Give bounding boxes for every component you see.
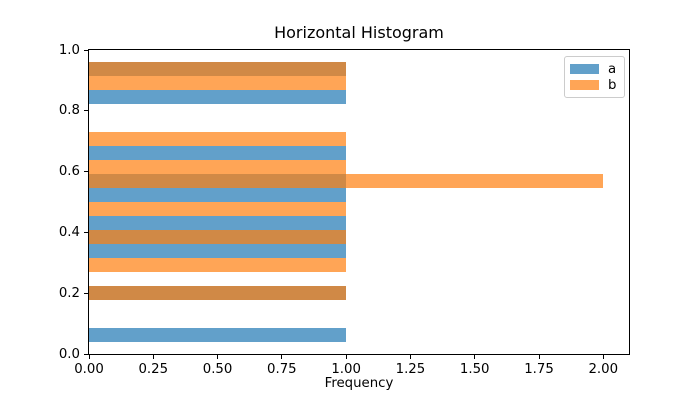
- y-tick-mark: [84, 171, 88, 173]
- legend-entry-a: a: [570, 61, 618, 77]
- x-axis-label: Frequency: [324, 376, 394, 391]
- x-tick-mark: [345, 355, 347, 359]
- histogram-bar-b: [89, 202, 347, 216]
- histogram-bar-a: [89, 188, 347, 202]
- legend-swatch-b: [570, 80, 599, 90]
- histogram-bar-a: [89, 90, 347, 105]
- histogram-bar-b: [89, 160, 347, 175]
- x-tick-label: 1.75: [524, 362, 554, 377]
- x-tick-mark: [538, 355, 540, 359]
- x-tick-label: 0.00: [74, 362, 104, 377]
- x-tick-mark: [217, 355, 219, 359]
- histogram-bar-a: [89, 146, 347, 161]
- y-tick-mark: [84, 353, 88, 355]
- x-tick-mark: [602, 355, 604, 359]
- plot-area: [88, 49, 630, 355]
- y-tick-label: 0.0: [58, 346, 80, 362]
- legend-label-b: b: [608, 77, 617, 93]
- x-tick-label: 0.50: [202, 362, 233, 377]
- x-tick-mark: [88, 355, 90, 359]
- y-tick-label: 0.4: [58, 224, 80, 240]
- legend-swatch-a: [570, 64, 599, 74]
- x-tick-label: 1.50: [459, 362, 490, 377]
- histogram-bar-b: [89, 174, 604, 188]
- legend-entry-b: b: [570, 77, 618, 93]
- x-tick-mark: [152, 355, 154, 359]
- histogram-bar-b: [89, 229, 347, 244]
- x-tick-mark: [474, 355, 476, 359]
- y-tick-mark: [84, 110, 88, 112]
- histogram-bar-a: [89, 243, 347, 258]
- x-tick-label: 0.25: [138, 362, 169, 377]
- histogram-bar-b: [89, 132, 347, 147]
- x-tick-label: 0.75: [267, 362, 297, 377]
- x-tick-mark: [409, 355, 411, 359]
- y-tick-label: 0.8: [58, 103, 80, 119]
- legend-label-a: a: [608, 61, 617, 77]
- chart-title: Horizontal Histogram: [274, 23, 444, 42]
- histogram-bar-b: [89, 257, 347, 272]
- histogram-bar-a: [89, 215, 347, 230]
- y-tick-label: 1.0: [58, 42, 80, 58]
- x-tick-label: 1.25: [395, 362, 426, 377]
- histogram-bar-b: [89, 62, 347, 77]
- x-tick-label: 1.00: [331, 362, 361, 377]
- y-tick-label: 0.2: [58, 285, 80, 301]
- histogram-bar-b: [89, 76, 347, 91]
- x-tick-label: 2.00: [588, 362, 619, 377]
- y-tick-mark: [84, 49, 88, 51]
- y-tick-mark: [84, 231, 88, 233]
- legend: a b: [564, 56, 625, 98]
- y-tick-label: 0.6: [58, 164, 80, 180]
- histogram-bar-b: [89, 285, 347, 300]
- y-tick-mark: [84, 292, 88, 294]
- histogram-bar-a: [89, 327, 347, 342]
- x-tick-mark: [281, 355, 283, 359]
